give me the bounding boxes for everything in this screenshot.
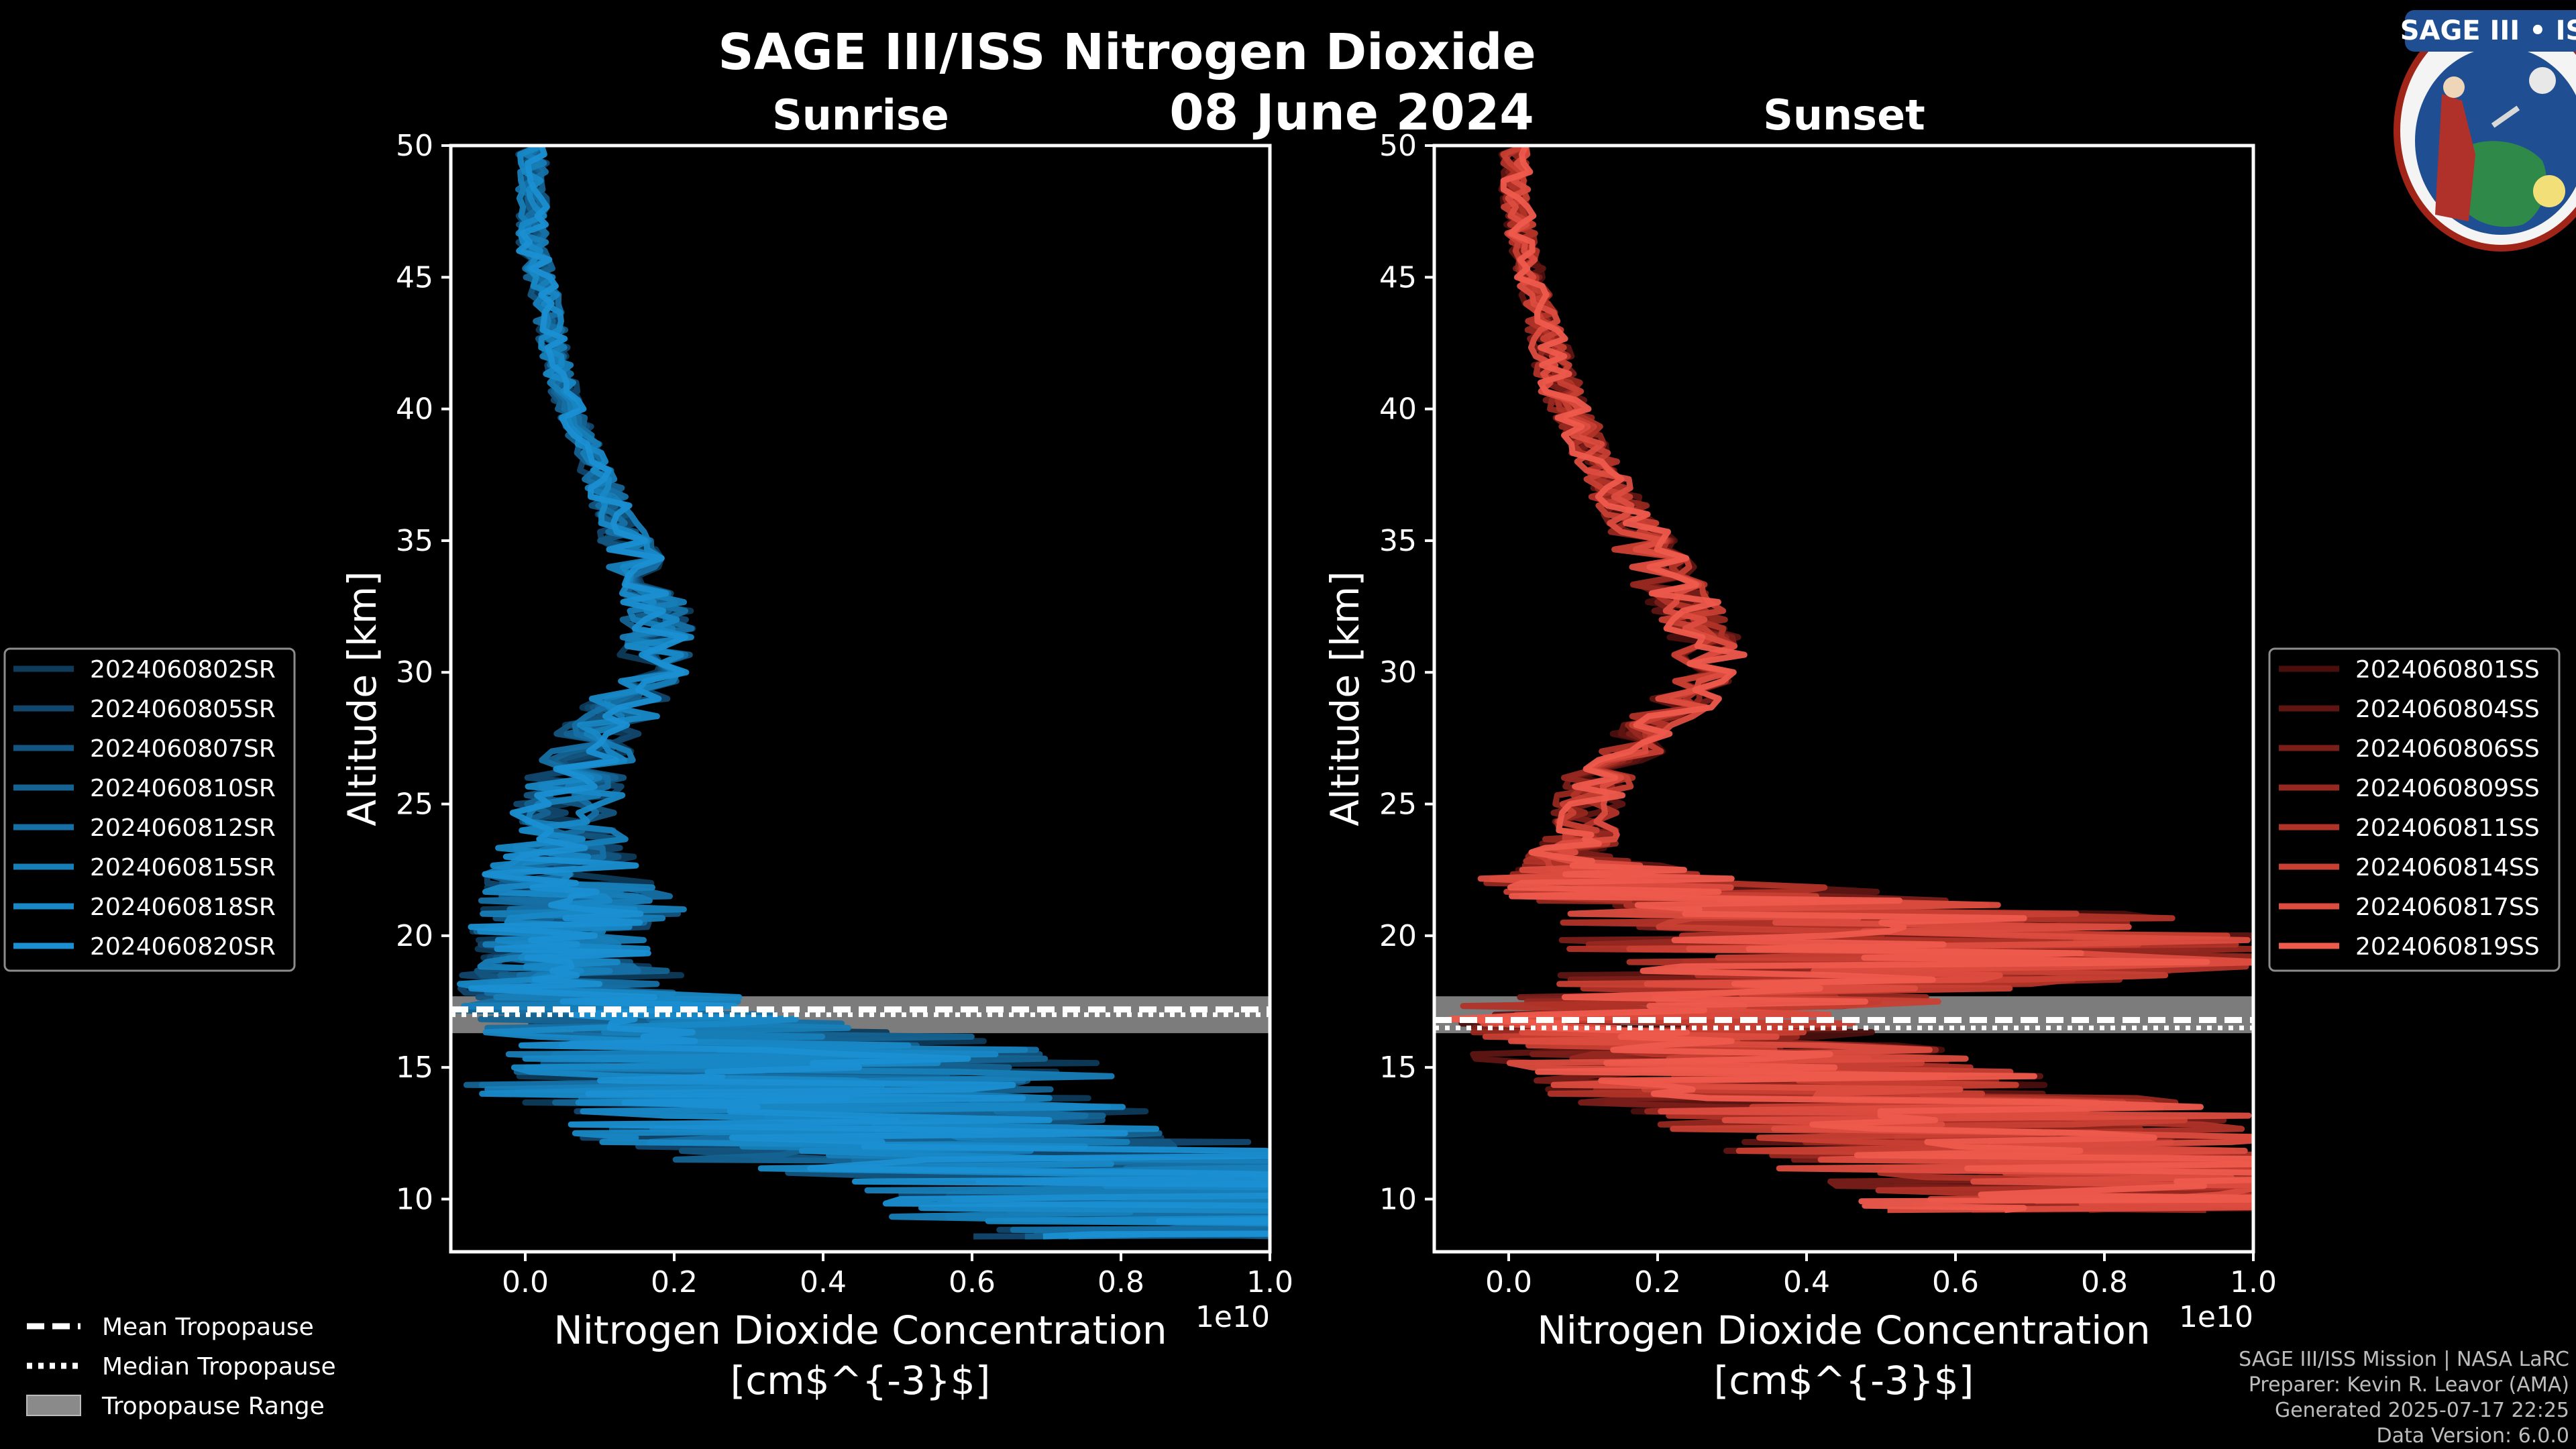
profile-lines <box>453 146 1270 1240</box>
x-axis-unit: [cm$^{-3}$] <box>1714 1358 1974 1403</box>
y-tick-label: 35 <box>396 524 433 558</box>
main-title: SAGE III/ISS Nitrogen Dioxide <box>718 23 1536 81</box>
tropopause-range-swatch <box>26 1395 81 1416</box>
x-tick-label: 0.8 <box>1097 1265 1144 1299</box>
y-tick-label: 45 <box>1379 260 1417 294</box>
y-tick-label: 50 <box>396 129 433 163</box>
x-tick-label: 0.4 <box>1783 1265 1830 1299</box>
y-tick-label: 10 <box>396 1182 433 1216</box>
credit-line-2: Preparer: Kevin R. Leavor (AMA) <box>2249 1373 2569 1397</box>
y-tick-label: 45 <box>396 260 433 294</box>
legend-label-2024060810SR: 2024060810SR <box>90 775 276 802</box>
plot-frame <box>1432 144 2255 1254</box>
legend-label-2024060820SR: 2024060820SR <box>90 933 276 961</box>
y-tick-label: 10 <box>1379 1182 1417 1216</box>
x-tick-label: 0.6 <box>1932 1265 1979 1299</box>
legend-label-2024060812SR: 2024060812SR <box>90 814 276 842</box>
x-tick-label: 0.2 <box>651 1265 698 1299</box>
median-tropopause-label: Median Tropopause <box>102 1353 336 1381</box>
legend-label-2024060805SR: 2024060805SR <box>90 696 276 723</box>
y-tick-label: 25 <box>1379 788 1417 822</box>
logo-banner <box>2405 10 2576 52</box>
tropopause-legend: Mean Tropopause Median Tropopause Tropop… <box>26 1313 336 1420</box>
sunrise-legend-box <box>3 647 296 972</box>
sun-icon <box>2533 175 2565 207</box>
x-scale-note: 1e10 <box>2179 1300 2253 1334</box>
y-tick-label: 40 <box>1379 392 1417 427</box>
x-scale-note: 1e10 <box>1195 1300 1270 1334</box>
sunset-panel: 0.0 0.2 0.4 0.6 0.8 1.0 10 15 20 25 30 35 40 45 50 1e10… <box>1322 129 2277 1403</box>
legend-label-2024060804SS: 2024060804SS <box>2355 696 2540 723</box>
profile-lines <box>1446 146 2253 1214</box>
y-tick-label: 15 <box>396 1051 433 1085</box>
legend-label-2024060809SS: 2024060809SS <box>2355 775 2540 802</box>
profile-line-2024060806SS <box>1470 146 2253 1214</box>
legend-label-2024060815SR: 2024060815SR <box>90 854 276 881</box>
legend-label-2024060819SS: 2024060819SS <box>2355 933 2540 961</box>
credits: SAGE III/ISS Mission | NASA LaRC Prepare… <box>2239 1348 2569 1448</box>
x-axis-label: Nitrogen Dioxide Concentration <box>553 1307 1167 1353</box>
legend-label-2024060801SS: 2024060801SS <box>2355 656 2540 684</box>
y-tick-label: 20 <box>396 919 433 953</box>
figure-icon <box>2435 94 2475 221</box>
y-tick-label: 50 <box>1379 129 1417 163</box>
x-tick-label: 0.8 <box>2081 1265 2128 1299</box>
x-tick-label: 0.0 <box>1485 1265 1532 1299</box>
sunrise-panel-title: Sunrise <box>772 91 949 140</box>
y-tick-label: 30 <box>1379 655 1417 690</box>
date-subtitle: 08 June 2024 <box>1169 84 1534 142</box>
tropopause-range-label: Tropopause Range <box>101 1393 325 1420</box>
figure-head-icon <box>2443 76 2465 98</box>
sunset-legend: 2024060801SS 2024060804SS 2024060806SS 2024… <box>2268 647 2561 972</box>
x-tick-label: 0.4 <box>800 1265 847 1299</box>
y-axis-label: Altitude [km] <box>1322 571 1368 826</box>
credit-line-3: Generated 2025-07-17 22:25 <box>2275 1399 2569 1422</box>
iss-station-icon <box>2491 105 2520 128</box>
sunset-panel-title: Sunset <box>1763 91 1925 140</box>
legend-label-2024060811SS: 2024060811SS <box>2355 814 2540 842</box>
legend-label-2024060818SR: 2024060818SR <box>90 894 276 921</box>
y-tick-label: 35 <box>1379 524 1417 558</box>
moon-icon <box>2529 67 2556 94</box>
x-tick-label: 1.0 <box>1246 1265 1293 1299</box>
plot-frame <box>449 144 1272 1254</box>
x-tick-label: 0.2 <box>1634 1265 1681 1299</box>
legend-label-2024060802SR: 2024060802SR <box>90 656 276 684</box>
x-tick-label: 0.6 <box>949 1265 996 1299</box>
credit-line-1: SAGE III/ISS Mission | NASA LaRC <box>2239 1348 2569 1371</box>
credit-line-4: Data Version: 6.0.0 <box>2377 1424 2569 1448</box>
x-tick-label: 1.0 <box>2230 1265 2277 1299</box>
mean-tropopause-label: Mean Tropopause <box>102 1313 314 1341</box>
y-axis-label: Altitude [km] <box>339 571 385 826</box>
x-tick-label: 0.0 <box>502 1265 549 1299</box>
y-tick-label: 15 <box>1379 1051 1417 1085</box>
legend-label-2024060807SR: 2024060807SR <box>90 735 276 763</box>
profile-line-2024060820SR <box>468 146 1270 1240</box>
profile-line-2024060819SS <box>1446 146 2253 1214</box>
y-tick-label: 40 <box>396 392 433 427</box>
x-axis-label: Nitrogen Dioxide Concentration <box>1537 1307 2150 1353</box>
sunset-legend-box <box>2268 647 2561 972</box>
sunrise-panel: 0.0 0.2 0.4 0.6 0.8 1.0 10 15 20 25 30 35 40 45 50 1e10… <box>339 129 1293 1403</box>
legend-label-2024060806SS: 2024060806SS <box>2355 735 2540 763</box>
earth-shape-icon <box>2452 141 2546 227</box>
legend-label-2024060817SS: 2024060817SS <box>2355 894 2540 921</box>
legend-label-2024060814SS: 2024060814SS <box>2355 854 2540 881</box>
logo-text: SAGE III • ISS <box>2400 15 2576 46</box>
sunrise-legend: 2024060802SR 2024060805SR 2024060807SR 2024… <box>3 647 296 972</box>
y-tick-label: 20 <box>1379 919 1417 953</box>
y-tick-label: 30 <box>396 655 433 690</box>
y-tick-label: 25 <box>396 788 433 822</box>
sage-iii-iss-logo: SAGE III • ISS <box>2394 10 2576 252</box>
x-axis-unit: [cm$^{-3}$] <box>731 1358 991 1403</box>
